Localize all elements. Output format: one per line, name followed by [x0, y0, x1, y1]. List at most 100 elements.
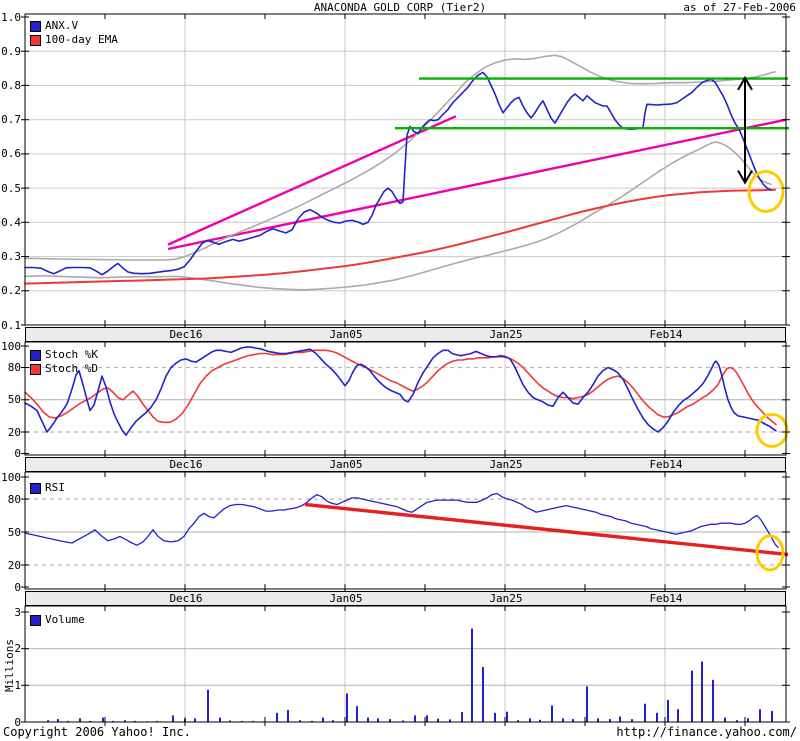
stochastic-panel-y-label: 20	[7, 425, 21, 439]
volume-swatch-icon	[30, 614, 41, 626]
price-panel-y-label: 0.2	[1, 284, 21, 298]
arrowhead-down-icon	[737, 170, 753, 185]
volume-bar	[759, 709, 761, 722]
volume-bar	[332, 720, 334, 722]
volume-bar	[172, 715, 174, 722]
stochastic-panel-y-label: 50	[7, 393, 21, 407]
volume-bar	[677, 709, 679, 722]
chart-title: ANACONDA GOLD CORP (Tier2)	[313, 1, 487, 14]
price-panel-y-label: 0.1	[1, 318, 21, 332]
volume-bar	[207, 689, 209, 722]
volume-bar	[597, 718, 599, 722]
rsi-panel-y-label: 50	[7, 525, 21, 539]
stoch-d-line	[24, 349, 777, 426]
legend-label: Stoch %K	[45, 348, 98, 361]
volume-bar	[322, 717, 324, 722]
volume-bar	[252, 720, 254, 722]
volume-bar	[346, 693, 348, 722]
arrowhead-up-icon	[737, 75, 753, 91]
x-axis-label: Jan25	[489, 592, 523, 605]
volume-bar	[89, 720, 91, 722]
legend-label: RSI	[45, 481, 65, 494]
legend-label: 100-day EMA	[45, 33, 118, 46]
volume-bar	[47, 720, 49, 722]
volume-bar	[461, 712, 463, 722]
volume-bar	[389, 719, 391, 722]
price-panel-y-label: 1.0	[1, 10, 21, 24]
x-axis-label: Jan05	[329, 328, 363, 341]
legend-item-stoch-k: Stoch %K	[30, 348, 98, 362]
volume-bar	[691, 670, 693, 722]
price-panel-y-label: 0.8	[1, 78, 21, 92]
volume-bar	[736, 720, 738, 722]
x-axis-label: Jan25	[489, 328, 523, 341]
stochastic-panel-y-label: 0	[14, 447, 21, 460]
volume-bar	[551, 705, 553, 722]
rsi-trendline	[304, 502, 789, 557]
x-axis-label: Feb14	[649, 458, 683, 471]
rsi-panel-y-label: 0	[14, 580, 21, 594]
bollinger-upper-line	[24, 54, 776, 261]
stochastic-legend: Stoch %K Stoch %D	[30, 348, 98, 376]
rsi-swatch-icon	[30, 482, 41, 494]
volume-bar	[124, 720, 126, 722]
ema-swatch-icon	[30, 34, 41, 46]
x-axis-label: Feb14	[649, 328, 683, 341]
price-panel-y-label: 0.3	[1, 250, 21, 264]
highlight-circle	[755, 412, 789, 448]
legend-label: Volume	[45, 613, 85, 626]
price-panel-y-label: 0.4	[1, 215, 21, 229]
legend-item-ema: 100-day EMA	[30, 33, 118, 47]
x-axis-strip-3: Dec16 Jan05 Jan25 Feb14	[25, 591, 786, 606]
bollinger-lower-line	[24, 141, 772, 291]
volume-bar	[667, 700, 669, 722]
volume-panel-y-label: 0	[14, 715, 21, 729]
volume-bar	[539, 719, 541, 722]
volume-bar	[194, 718, 196, 722]
x-axis-label: Dec16	[169, 328, 203, 341]
x-axis-label: Jan25	[489, 458, 523, 471]
stochastic-panel-y-label: 80	[7, 361, 21, 374]
volume-bar	[562, 718, 564, 722]
price-panel-y-label: 0.7	[1, 113, 21, 127]
volume-panel-y-label: 1	[14, 678, 21, 692]
volume-bar	[229, 720, 231, 722]
legend-label: Stoch %D	[45, 362, 98, 375]
anx-v-price-line	[24, 71, 772, 276]
volume-bar	[134, 720, 136, 722]
volume-bar	[156, 720, 158, 722]
volume-bar	[586, 686, 588, 722]
volume-bar	[482, 667, 484, 722]
volume-bar	[299, 720, 301, 722]
price-panel-y-label: 0.5	[1, 181, 21, 195]
legend-item-volume: Volume	[30, 613, 85, 627]
volume-bar	[572, 719, 574, 722]
volume-bar	[644, 703, 646, 722]
legend-item-anxv: ANX.V	[30, 19, 118, 33]
legend-label: ANX.V	[45, 19, 79, 32]
x-axis-label: Jan05	[329, 592, 363, 605]
volume-bar	[287, 709, 289, 722]
volume-bar	[67, 720, 69, 722]
volume-bar	[356, 706, 358, 722]
volume-legend: Volume	[30, 613, 85, 627]
volume-bar	[102, 717, 104, 722]
x-axis-strip-2: Dec16 Jan05 Jan25 Feb14	[25, 457, 786, 472]
rsi-panel-border	[24, 471, 787, 590]
volume-bar	[724, 717, 726, 722]
volume-bar	[712, 679, 714, 722]
trendline-lower	[167, 118, 787, 251]
x-axis-label: Feb14	[649, 592, 683, 605]
price-panel-y-label: 0.6	[1, 147, 21, 161]
volume-bar	[112, 720, 114, 722]
source-url-text: http://finance.yahoo.com/	[616, 725, 797, 739]
volume-bar	[79, 718, 81, 722]
volume-panel-y-label: 2	[14, 642, 21, 656]
highlight-circle	[747, 170, 785, 213]
volume-panel-y-label: 3	[14, 605, 21, 619]
volume-bar	[494, 712, 496, 722]
volume-bar	[311, 720, 313, 722]
rsi-panel-y-label: 20	[7, 558, 21, 572]
legend-item-stoch-d: Stoch %D	[30, 362, 98, 376]
